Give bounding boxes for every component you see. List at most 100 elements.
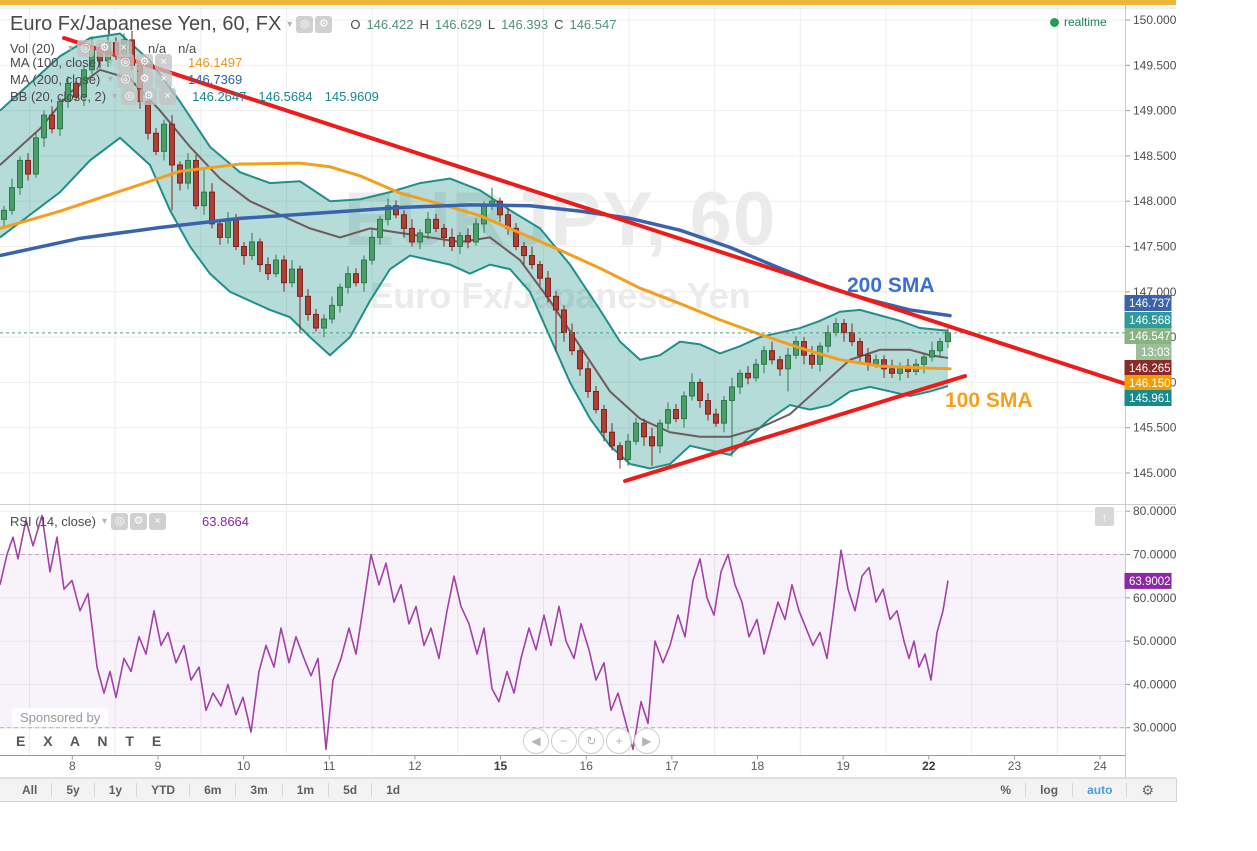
svg-text:18: 18: [751, 759, 765, 773]
chevron-down-icon[interactable]: ▾: [287, 18, 293, 30]
svg-text:23: 23: [1008, 759, 1022, 773]
low-label: L: [487, 16, 496, 32]
svg-text:146.150: 146.150: [1129, 378, 1171, 390]
collapse-pane-button[interactable]: ↑: [1095, 507, 1114, 526]
gear-icon[interactable]: ⚙: [136, 54, 154, 71]
chevron-down-icon[interactable]: ▾: [108, 74, 114, 85]
range-button-1d[interactable]: 1d: [386, 783, 401, 797]
high-label: H: [419, 16, 429, 32]
svg-text:40.0000: 40.0000: [1133, 677, 1177, 691]
chevron-down-icon[interactable]: ▾: [108, 57, 114, 68]
indicator-value: 145.9609: [324, 89, 379, 104]
time-axis[interactable]: 8 9 10 11 12 15 16 17 18 19 22 23 24: [69, 755, 1107, 774]
scale-buttons: % log auto ⚙: [986, 779, 1168, 801]
close-icon[interactable]: ×: [155, 54, 173, 71]
range-button-1y[interactable]: 1y: [95, 783, 138, 797]
indicator-value: n/a: [148, 41, 167, 56]
svg-text:8: 8: [69, 759, 76, 773]
chevron-down-icon[interactable]: ▾: [101, 516, 108, 527]
chevron-down-icon[interactable]: ▾: [112, 91, 118, 102]
trendline[interactable]: [623, 374, 967, 483]
eye-icon[interactable]: ◎: [121, 88, 139, 105]
eye-icon[interactable]: ◎: [77, 40, 95, 57]
ohlc-readout: O 146.422 H 146.629 L 146.393 C 146.547: [350, 17, 616, 32]
high-value: 146.629: [434, 16, 482, 32]
close-label: C: [554, 16, 564, 32]
reset-button[interactable]: ↻: [578, 728, 605, 754]
indicator-label: MA (200, close): [10, 72, 101, 87]
gear-icon[interactable]: ⚙: [140, 88, 158, 105]
bollinger-mid: [0, 68, 949, 438]
realtime-status: realtime: [1050, 15, 1107, 29]
indicator-value: n/a: [178, 41, 197, 56]
svg-text:16: 16: [580, 759, 594, 773]
trendline[interactable]: [62, 36, 1134, 388]
svg-text:12: 12: [408, 759, 422, 773]
sma-annotation: 200 SMA: [847, 274, 935, 297]
realtime-dot-icon: [1050, 17, 1059, 27]
svg-text:149.000: 149.000: [1133, 104, 1177, 118]
bollinger-lower: [0, 136, 949, 470]
watermark-name: Euro Fx/Japanese Yen: [160, 276, 960, 316]
zoom-out-button[interactable]: −: [550, 728, 577, 754]
rsi-band: [0, 554, 1125, 728]
gear-icon[interactable]: ⚙: [96, 40, 114, 57]
indicator-row-bb: BB (20, close, 2) ▾ ◎ ⚙ × 146.2647 146.5…: [10, 88, 379, 105]
gear-icon[interactable]: ⚙: [136, 71, 154, 88]
svg-text:146.265: 146.265: [1129, 363, 1171, 375]
indicator-label: BB (20, close, 2): [10, 89, 107, 104]
sponsor-logo[interactable]: E X A N T E: [16, 733, 169, 749]
scale-auto-button[interactable]: auto: [1073, 783, 1128, 797]
close-icon[interactable]: ×: [115, 40, 133, 57]
close-icon[interactable]: ×: [149, 513, 167, 530]
sma-annotation: 100 SMA: [945, 389, 1033, 412]
gear-icon[interactable]: ⚙: [315, 15, 333, 33]
svg-text:80.0000: 80.0000: [1133, 504, 1177, 518]
svg-text:147.500: 147.500: [1133, 240, 1177, 254]
range-button-5y[interactable]: 5y: [52, 783, 95, 797]
chart-settings-button[interactable]: ⚙: [1141, 782, 1154, 798]
range-button-5d[interactable]: 5d: [329, 783, 373, 797]
eye-icon[interactable]: ◎: [111, 513, 129, 530]
eye-icon[interactable]: ◎: [296, 15, 314, 33]
svg-text:9: 9: [155, 759, 162, 773]
eye-icon[interactable]: ◎: [117, 54, 135, 71]
eye-icon[interactable]: ◎: [117, 71, 135, 88]
indicator-label: RSI (14, close): [10, 514, 96, 529]
gridlines: [0, 8, 1125, 755]
svg-text:148.500: 148.500: [1133, 149, 1177, 163]
symbol-header: Euro Fx/Japanese Yen, 60, FX ▾ ◎ ⚙ O 146…: [10, 11, 616, 37]
chevron-down-icon[interactable]: ▾: [68, 43, 74, 54]
svg-text:11: 11: [323, 759, 336, 773]
svg-text:15: 15: [494, 759, 508, 773]
scroll-left-button[interactable]: ◀: [523, 728, 549, 754]
range-button-ytd[interactable]: YTD: [137, 783, 191, 797]
scroll-right-button[interactable]: ▶: [633, 728, 660, 754]
gear-icon[interactable]: ⚙: [130, 513, 148, 530]
svg-text:146.737: 146.737: [1129, 298, 1171, 310]
rsi-value: 63.8664: [202, 514, 250, 529]
scale-percent-button[interactable]: %: [986, 783, 1027, 797]
svg-text:24: 24: [1093, 759, 1107, 773]
close-icon[interactable]: ×: [159, 88, 177, 105]
indicator-row-ma100: MA (100, close) ▾ ◎ ⚙ × 146.1497: [10, 54, 242, 71]
range-button-3m[interactable]: 3m: [236, 783, 283, 797]
open-label: O: [350, 16, 361, 32]
svg-text:148.000: 148.000: [1133, 194, 1177, 208]
price-tags: 146.737 146.568 146.547 13:03 146.265 146.150…: [1124, 295, 1172, 589]
range-button-1m[interactable]: 1m: [283, 783, 330, 797]
close-icon[interactable]: ×: [155, 71, 173, 88]
range-button-6m[interactable]: 6m: [190, 783, 237, 797]
scale-log-button[interactable]: log: [1026, 783, 1074, 797]
svg-text:146.568: 146.568: [1129, 315, 1171, 327]
svg-text:13:03: 13:03: [1141, 347, 1170, 359]
svg-text:50.0000: 50.0000: [1133, 634, 1177, 648]
svg-text:150.000: 150.000: [1133, 13, 1177, 27]
svg-text:70.0000: 70.0000: [1133, 548, 1177, 562]
range-button-all[interactable]: All: [8, 783, 53, 797]
arrow-up-icon: ↑: [1101, 509, 1108, 524]
zoom-in-button[interactable]: +: [606, 728, 633, 754]
svg-text:17: 17: [665, 759, 679, 773]
